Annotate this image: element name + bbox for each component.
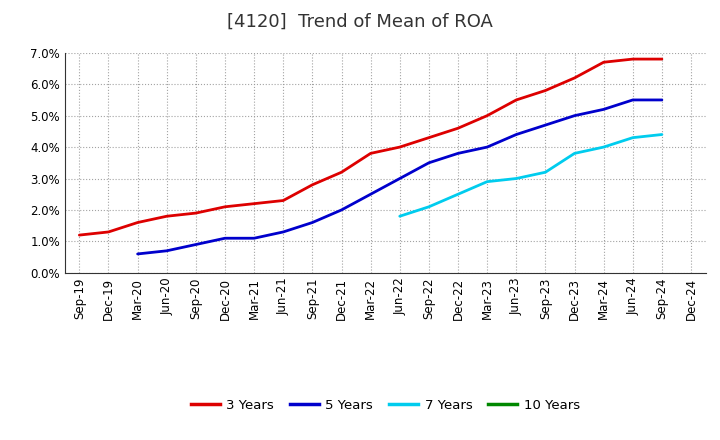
3 Years — [279, 198, 287, 203]
Line: 3 Years: 3 Years — [79, 59, 662, 235]
5 Years — [337, 207, 346, 213]
3 Years — [366, 151, 375, 156]
5 Years — [454, 151, 462, 156]
5 Years — [483, 144, 492, 150]
5 Years — [163, 248, 171, 253]
5 Years — [570, 113, 579, 118]
7 Years — [629, 135, 637, 140]
5 Years — [629, 97, 637, 103]
3 Years — [395, 144, 404, 150]
3 Years — [75, 232, 84, 238]
7 Years — [541, 169, 550, 175]
5 Years — [366, 191, 375, 197]
5 Years — [541, 122, 550, 128]
Legend: 3 Years, 5 Years, 7 Years, 10 Years: 3 Years, 5 Years, 7 Years, 10 Years — [185, 394, 585, 418]
5 Years — [657, 97, 666, 103]
3 Years — [512, 97, 521, 103]
3 Years — [308, 182, 317, 187]
3 Years — [599, 59, 608, 65]
3 Years — [163, 213, 171, 219]
7 Years — [425, 204, 433, 209]
5 Years — [279, 229, 287, 235]
7 Years — [599, 144, 608, 150]
7 Years — [657, 132, 666, 137]
3 Years — [337, 169, 346, 175]
7 Years — [483, 179, 492, 184]
3 Years — [192, 210, 200, 216]
Text: [4120]  Trend of Mean of ROA: [4120] Trend of Mean of ROA — [227, 13, 493, 31]
3 Years — [104, 229, 113, 235]
7 Years — [454, 191, 462, 197]
3 Years — [220, 204, 229, 209]
3 Years — [483, 113, 492, 118]
5 Years — [425, 160, 433, 165]
3 Years — [250, 201, 258, 206]
3 Years — [454, 125, 462, 131]
3 Years — [570, 75, 579, 81]
5 Years — [220, 235, 229, 241]
5 Years — [250, 235, 258, 241]
Line: 5 Years: 5 Years — [138, 100, 662, 254]
3 Years — [133, 220, 142, 225]
5 Years — [308, 220, 317, 225]
3 Years — [541, 88, 550, 93]
7 Years — [570, 151, 579, 156]
3 Years — [657, 56, 666, 62]
5 Years — [395, 176, 404, 181]
3 Years — [425, 135, 433, 140]
5 Years — [192, 242, 200, 247]
Line: 7 Years: 7 Years — [400, 135, 662, 216]
7 Years — [395, 213, 404, 219]
5 Years — [133, 251, 142, 257]
3 Years — [629, 56, 637, 62]
5 Years — [599, 107, 608, 112]
7 Years — [512, 176, 521, 181]
5 Years — [512, 132, 521, 137]
